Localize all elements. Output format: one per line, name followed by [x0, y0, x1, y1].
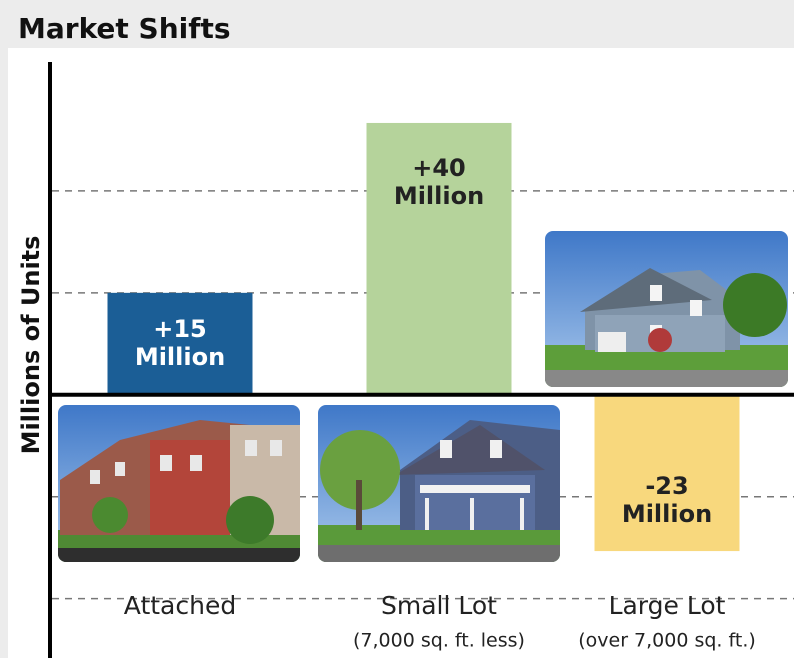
x-tick-label: Large Lot	[609, 591, 726, 620]
chart-title: Market Shifts	[18, 12, 231, 45]
x-tick-label: Small Lot	[381, 591, 497, 620]
photo-attached	[58, 405, 300, 562]
labels: +15 Million Attached +40 Million Small Lot (7,…	[124, 154, 756, 652]
x-tick-sublabel: (over 7,000 sq. ft.)	[578, 630, 756, 652]
photo-small-lot	[318, 405, 560, 562]
bar	[594, 394, 740, 552]
value-label: +40 Million	[394, 154, 484, 210]
value-label: +15 Million	[135, 315, 225, 371]
x-tick-sublabel: (7,000 sq. ft. less)	[353, 630, 525, 652]
y-axis-label: Millions of Units	[17, 236, 45, 455]
bar	[107, 292, 253, 395]
photo-large-lot	[545, 231, 788, 387]
bar	[366, 122, 512, 395]
x-tick-label: Attached	[124, 591, 236, 620]
value-label: -23 Million	[622, 472, 712, 528]
bars	[52, 122, 794, 552]
